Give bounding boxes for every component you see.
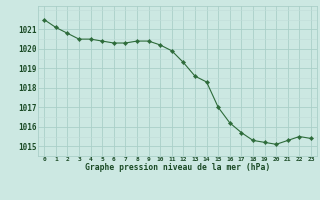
X-axis label: Graphe pression niveau de la mer (hPa): Graphe pression niveau de la mer (hPa): [85, 163, 270, 172]
